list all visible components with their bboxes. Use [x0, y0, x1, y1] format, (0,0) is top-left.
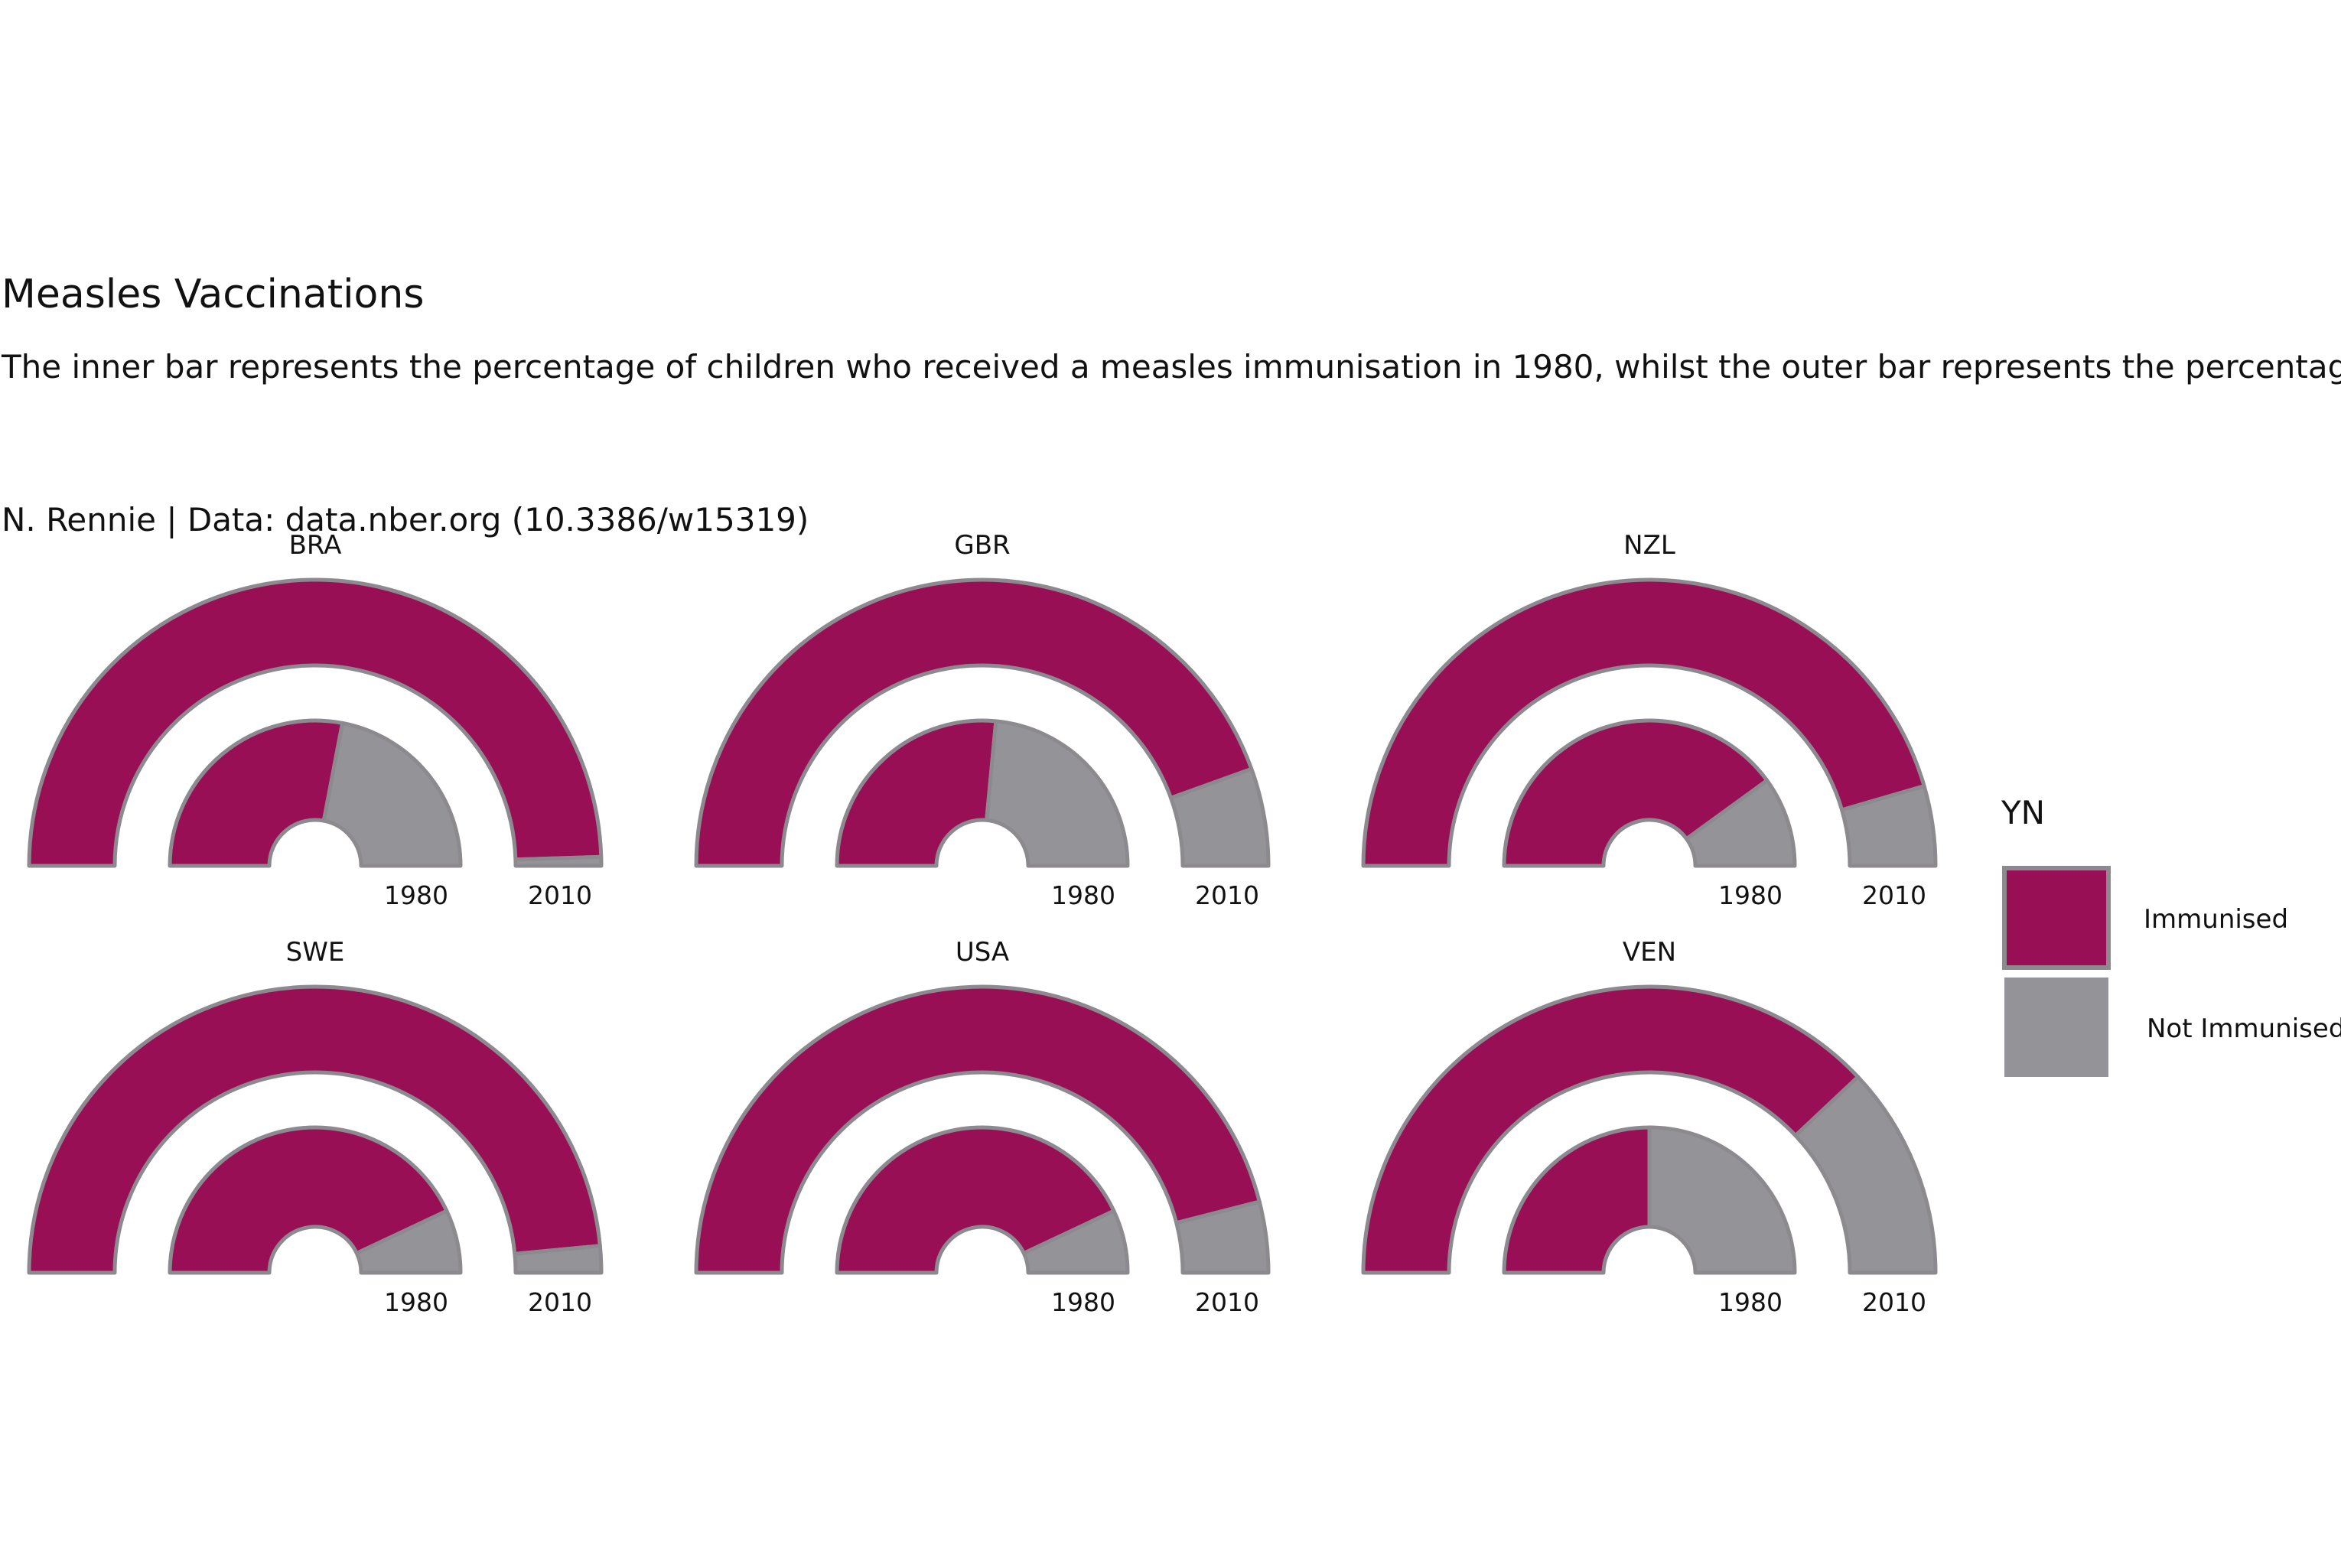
bar-1980-immunised [835, 1125, 1116, 1275]
bar-1980-not-immunised [354, 1209, 463, 1275]
year-label-1980: 1980 [384, 880, 448, 910]
legend-swatch-not-immunised [2004, 978, 2108, 1077]
bar-1980-immunised [1502, 718, 1770, 868]
panel-title: NZL [1623, 530, 1675, 561]
year-label-1980: 1980 [1051, 1287, 1115, 1317]
chart-title: Measles Vaccinations [2, 272, 425, 317]
year-label-2010: 2010 [1195, 880, 1259, 910]
bar-2010-immunised [27, 577, 604, 868]
year-label-2010: 2010 [528, 880, 592, 910]
chart-subtitle: The inner bar represents the percentage … [2, 348, 2341, 385]
legend-label: Not Immunised [2147, 1013, 2341, 1044]
legend-swatch-immunised [2002, 866, 2111, 970]
panel-swe: SWE 1980 2010 [27, 937, 604, 1317]
year-label-1980: 1980 [384, 1287, 448, 1317]
legend-label: Immunised [2144, 904, 2288, 935]
legend-title: YN [2001, 794, 2045, 831]
bar-1980-immunised [168, 1125, 449, 1275]
year-label-1980: 1980 [1051, 880, 1115, 910]
panel-usa: USA 1980 2010 [694, 937, 1271, 1317]
year-label-2010: 2010 [1862, 880, 1926, 910]
panel-title: SWE [286, 937, 345, 968]
bar-1980-not-immunised [1021, 1209, 1130, 1275]
year-label-2010: 2010 [528, 1287, 592, 1317]
bar-2010-not-immunised [1793, 1075, 1938, 1275]
bar-2010-immunised [694, 577, 1254, 868]
bar-2010-not-immunised [1840, 784, 1938, 868]
panel-title: GBR [954, 530, 1010, 561]
bar-2010-immunised [694, 984, 1262, 1275]
bar-2010-immunised [1361, 577, 1926, 868]
bar-1980-immunised [1502, 1125, 1652, 1275]
panel-title: VEN [1623, 937, 1676, 968]
legend: YN Immunised Not Immunised [2001, 794, 2341, 1077]
year-label-2010: 2010 [1862, 1287, 1926, 1317]
bar-2010-not-immunised [513, 1244, 604, 1275]
year-label-1980: 1980 [1718, 1287, 1783, 1317]
bar-1980-immunised [835, 718, 998, 868]
bar-1980-not-immunised [1647, 1125, 1797, 1275]
year-label-2010: 2010 [1195, 1287, 1259, 1317]
panel-title: USA [956, 937, 1009, 968]
bar-2010-not-immunised [1169, 766, 1271, 868]
panel-ven: VEN 1980 2010 [1361, 937, 1938, 1317]
bar-1980-immunised [168, 718, 345, 868]
bar-1980-not-immunised [321, 721, 463, 868]
bar-1980-not-immunised [985, 719, 1130, 868]
panel-title: BRA [289, 530, 342, 561]
chart-caption: N. Rennie | Data: data.nber.org (10.3386… [2, 501, 809, 538]
panel-bra: BRA 1980 2010 [27, 530, 604, 910]
year-label-1980: 1980 [1718, 880, 1783, 910]
bar-2010-immunised [1361, 984, 1861, 1275]
bar-1980-not-immunised [1685, 778, 1797, 868]
bar-2010-not-immunised [1174, 1199, 1271, 1275]
panel-nzl: NZL 1980 2010 [1361, 530, 1938, 910]
bar-2010-not-immunised [513, 854, 604, 868]
bar-2010-immunised [27, 984, 602, 1275]
panel-gbr: GBR 1980 2010 [694, 530, 1271, 910]
